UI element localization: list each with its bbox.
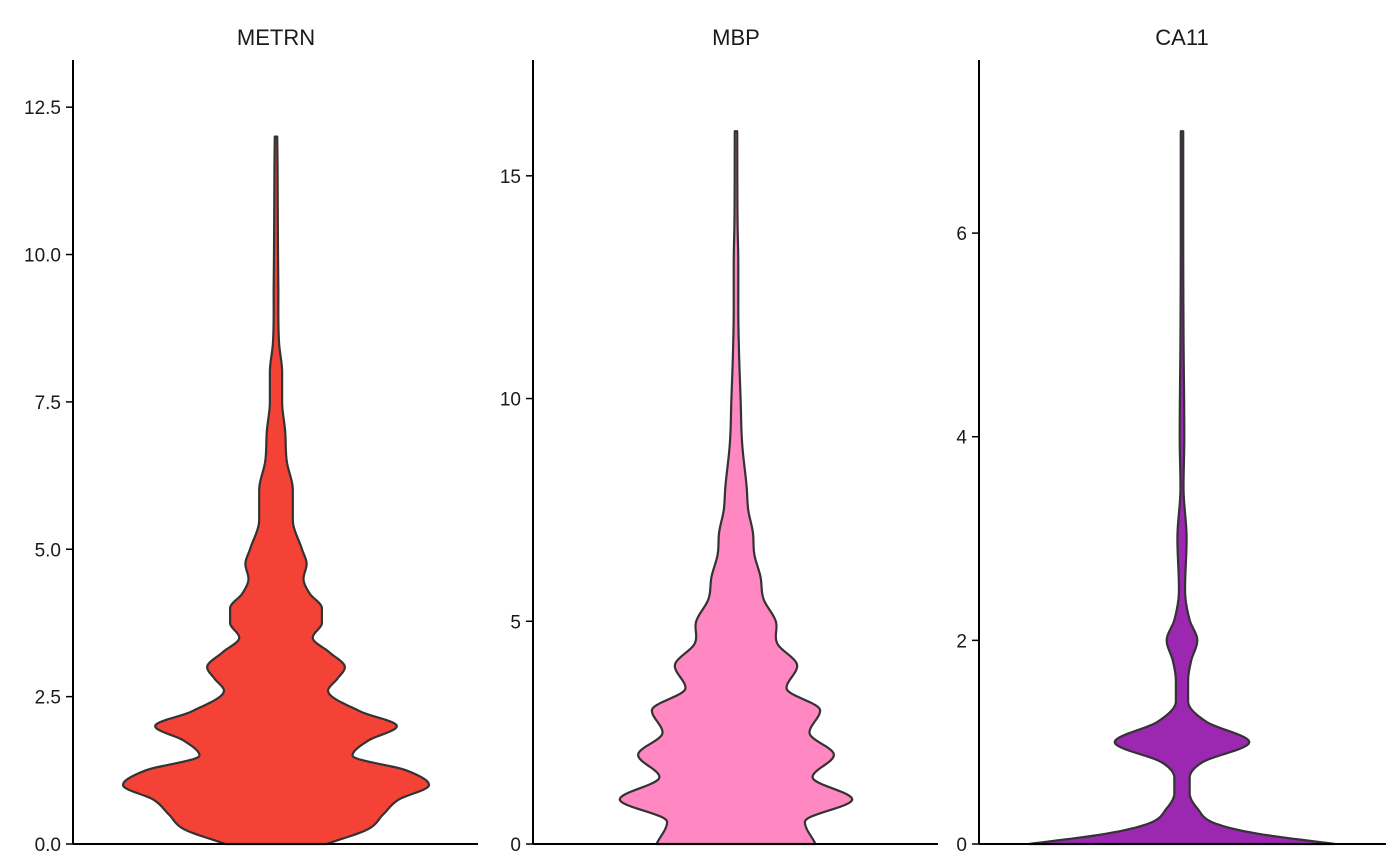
y-tick-label: 10 bbox=[500, 390, 521, 411]
panel-mbp: MBP 0 5 10 15 bbox=[500, 25, 938, 856]
panel-title: MBP bbox=[712, 25, 760, 50]
violin-ca11 bbox=[1027, 130, 1337, 846]
y-tick-label: 10.0 bbox=[24, 246, 61, 267]
panel-metrn: METRN 0.0 2.5 5.0 7.5 10.0 12.5 bbox=[24, 25, 478, 856]
y-tick-label: 2 bbox=[956, 631, 967, 652]
panel-ca11: CA11 0 2 4 6 bbox=[956, 25, 1386, 856]
y-tick-label: 4 bbox=[956, 428, 967, 449]
violin-metrn bbox=[121, 135, 431, 846]
y-tick-label: 0.0 bbox=[35, 835, 61, 856]
y-tick-label: 15 bbox=[500, 167, 521, 188]
panel-title: CA11 bbox=[1155, 25, 1208, 50]
y-tick-label: 5 bbox=[510, 612, 521, 633]
y-tick-label: 2.5 bbox=[35, 688, 61, 709]
y-tick-label: 6 bbox=[956, 224, 967, 245]
panel-title: METRN bbox=[237, 25, 315, 50]
violin-mbp bbox=[618, 130, 854, 846]
y-tick-label: 5.0 bbox=[35, 540, 61, 561]
y-tick-label: 12.5 bbox=[24, 98, 61, 119]
y-tick-label: 0 bbox=[956, 835, 967, 856]
y-tick-label: 7.5 bbox=[35, 393, 61, 414]
y-tick-label: 0 bbox=[510, 835, 521, 856]
